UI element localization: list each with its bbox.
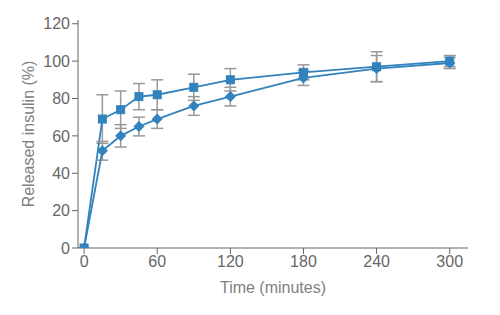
svg-text:40: 40 xyxy=(52,165,70,182)
svg-text:80: 80 xyxy=(52,90,70,107)
svg-text:100: 100 xyxy=(43,53,70,70)
svg-text:180: 180 xyxy=(290,253,317,270)
svg-text:240: 240 xyxy=(363,253,390,270)
svg-text:300: 300 xyxy=(436,253,463,270)
svg-text:20: 20 xyxy=(52,202,70,219)
svg-text:60: 60 xyxy=(52,128,70,145)
svg-text:0: 0 xyxy=(61,240,70,257)
svg-text:60: 60 xyxy=(148,253,166,270)
svg-text:Released insulin (%): Released insulin (%) xyxy=(20,61,37,208)
svg-text:Time (minutes): Time (minutes) xyxy=(220,279,326,296)
svg-text:0: 0 xyxy=(80,253,89,270)
svg-text:120: 120 xyxy=(43,15,70,32)
svg-text:120: 120 xyxy=(217,253,244,270)
